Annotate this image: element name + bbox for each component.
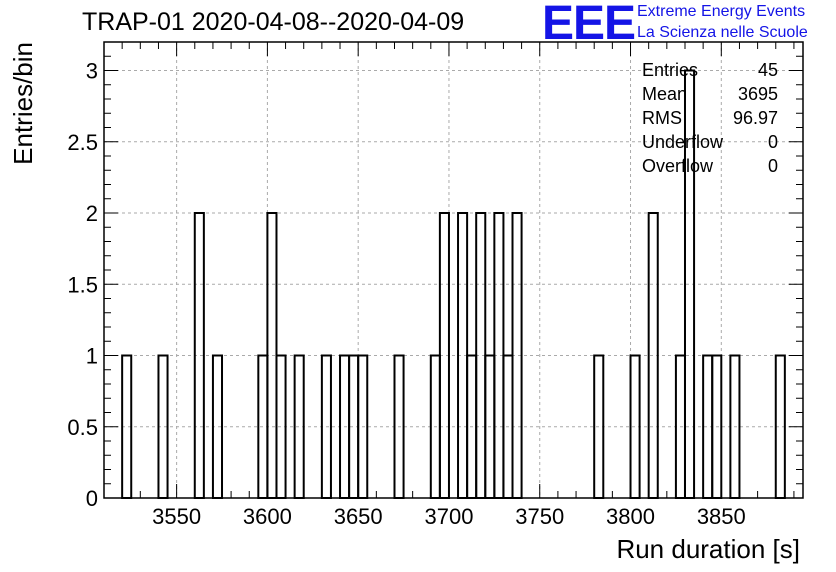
x-tick-label: 3650 [334,504,383,529]
x-tick-label: 3800 [606,504,655,529]
stats-row-overflow: Overflow 0 [642,154,778,178]
x-tick-label: 3600 [243,504,292,529]
y-tick-label: 0 [86,486,98,511]
stats-value: 0 [767,132,778,152]
stats-value: 96.97 [732,108,778,128]
stats-label: Underflow [642,132,724,152]
x-tick-label: 3550 [152,504,201,529]
stats-row-mean: Mean 3695 [642,82,778,106]
eee-logo: EEE [542,0,636,50]
stats-value: 0 [767,156,778,176]
stats-label: Entries [642,60,699,80]
x-tick-label: 3700 [424,504,473,529]
x-axis-label: Run duration [s] [616,534,800,564]
stats-label: Overflow [642,156,714,176]
y-axis-label: Entries/bin [8,42,38,165]
stats-row-underflow: Underflow 0 [642,130,778,154]
y-tick-label: 2.5 [67,130,98,155]
stats-value: 3695 [737,84,778,104]
x-tick-label: 3750 [515,504,564,529]
stats-row-rms: RMS 96.97 [642,106,778,130]
stats-box: Entries 45 Mean 3695 RMS 96.97 Underflow… [642,58,778,178]
stats-label: Mean [642,84,688,104]
y-tick-label: 1 [86,344,98,369]
y-tick-label: 3 [86,59,98,84]
stats-row-entries: Entries 45 [642,58,778,82]
logo-line-2: La Scienza nelle Scuole [637,24,808,41]
chart-title: TRAP-01 2020-04-08--2020-04-09 [82,8,465,36]
y-tick-label: 2 [86,201,98,226]
logo-line-1: Extreme Energy Events [637,3,806,20]
y-tick-label: 1.5 [67,272,98,297]
stats-value: 45 [757,60,778,80]
stats-label: RMS [642,108,682,128]
x-tick-label: 3850 [697,504,746,529]
y-tick-label: 0.5 [67,415,98,440]
